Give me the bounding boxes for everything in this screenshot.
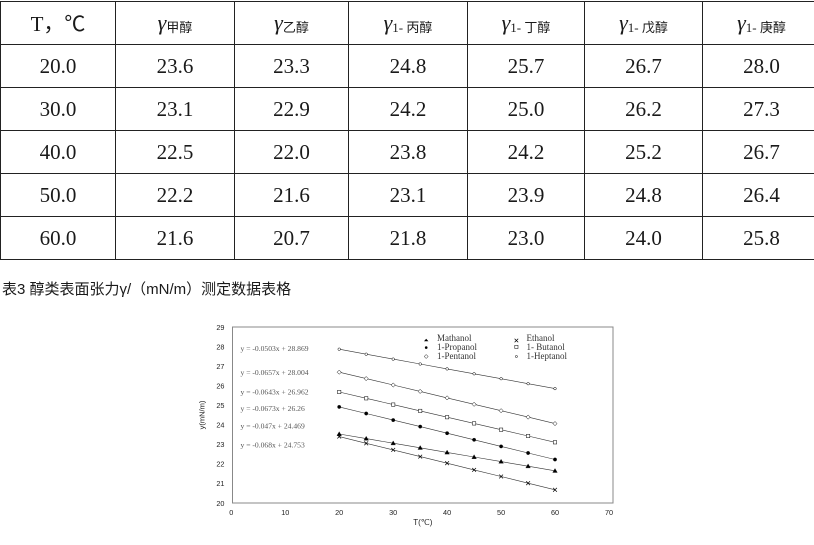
- svg-text:1-Heptanol: 1-Heptanol: [527, 351, 568, 361]
- svg-text:25: 25: [216, 401, 224, 410]
- svg-text:T(℃): T(℃): [413, 518, 433, 527]
- svg-text:y = -0.0673x + 26.26: y = -0.0673x + 26.26: [241, 404, 305, 413]
- svg-text:y = -0.0657x + 28.004: y = -0.0657x + 28.004: [241, 368, 309, 377]
- svg-text:24: 24: [216, 421, 224, 430]
- svg-text:70: 70: [605, 508, 613, 517]
- svg-text:30: 30: [389, 508, 397, 517]
- svg-text:60: 60: [551, 508, 559, 517]
- svg-text:26: 26: [216, 382, 224, 391]
- svg-text:y(mN/m): y(mN/m): [198, 400, 207, 429]
- svg-text:23: 23: [216, 440, 224, 449]
- svg-text:20: 20: [335, 508, 343, 517]
- svg-text:0: 0: [229, 508, 233, 517]
- svg-text:y = -0.0643x + 26.962: y = -0.0643x + 26.962: [241, 388, 309, 397]
- svg-text:21: 21: [216, 479, 224, 488]
- svg-text:29: 29: [216, 323, 224, 332]
- svg-text:28: 28: [216, 342, 224, 351]
- svg-text:50: 50: [497, 508, 505, 517]
- svg-text:22: 22: [216, 460, 224, 469]
- svg-text:y = -0.047x + 24.469: y = -0.047x + 24.469: [241, 422, 305, 431]
- svg-text:y = -0.068x + 24.753: y = -0.068x + 24.753: [241, 441, 305, 450]
- svg-text:40: 40: [443, 508, 451, 517]
- svg-text:1-Pentanol: 1-Pentanol: [437, 351, 476, 361]
- svg-text:y = -0.0503x + 28.869: y = -0.0503x + 28.869: [241, 344, 309, 353]
- svg-text:27: 27: [216, 362, 224, 371]
- svg-text:10: 10: [281, 508, 289, 517]
- svg-text:20: 20: [216, 499, 224, 508]
